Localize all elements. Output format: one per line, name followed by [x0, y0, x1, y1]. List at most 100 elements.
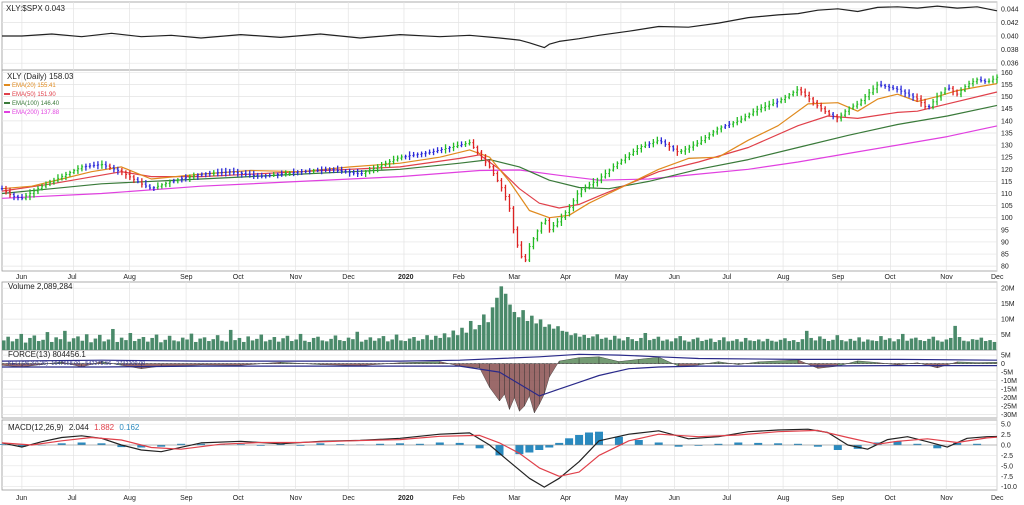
legend-swatch-ema200	[4, 111, 10, 113]
force-area-segment	[539, 363, 545, 405]
force-area-segment	[797, 359, 819, 369]
volume-bar	[255, 338, 259, 350]
volume-bar	[582, 334, 586, 350]
volume-bar	[809, 337, 813, 350]
force-area-segment	[479, 363, 490, 388]
grid-lines	[2, 2, 998, 490]
volume-bar	[207, 341, 211, 350]
y-tick-label: 0.044	[1001, 6, 1019, 13]
x-month-label: Oct	[233, 495, 244, 502]
x-month-label: Apr	[560, 495, 572, 502]
volume-bar	[564, 331, 569, 350]
macd-histogram-bar	[455, 442, 464, 445]
macd-legend: MACD(12,26,9) 2.044 1.882 0.162	[8, 423, 140, 432]
volume-bar	[835, 335, 840, 350]
volume-bar	[50, 341, 54, 350]
volume-bar	[617, 338, 621, 350]
volume-bar	[713, 341, 717, 350]
volume-bar	[198, 338, 202, 350]
volume-bar	[652, 338, 656, 350]
y-tick-label: 15M	[1001, 301, 1015, 308]
y-tick-label: 130	[1001, 143, 1013, 150]
volume-bar	[730, 340, 735, 350]
volume-bar	[89, 342, 93, 350]
macd-histogram-bar	[475, 445, 484, 449]
x-month-label: Oct	[885, 274, 896, 281]
volume-bar	[914, 337, 918, 350]
volume-bar	[346, 337, 351, 350]
volume-bar	[983, 341, 988, 350]
volume-bar	[826, 341, 831, 350]
volume-bar	[538, 319, 543, 350]
macd-histogram-bar	[585, 432, 593, 445]
x-month-label: 2020	[398, 274, 414, 281]
volume-bar	[290, 341, 294, 350]
panel-frames	[1, 1, 998, 491]
volume-bar	[355, 331, 360, 350]
volume-bar	[473, 329, 477, 350]
macd-histogram-bar	[197, 443, 205, 446]
volume-bar	[76, 336, 80, 350]
y-tick-label: 135	[1001, 130, 1013, 137]
volume-bar	[595, 334, 600, 350]
macd-histogram-bar	[435, 442, 444, 445]
volume-bar	[800, 339, 805, 350]
macd-histogram-bar	[236, 444, 245, 445]
macd-histogram-bar	[714, 443, 723, 446]
volume-bar	[722, 337, 726, 350]
y-tick-label: 100	[1001, 215, 1013, 222]
force-area-segment	[399, 361, 440, 364]
volume-bar	[364, 339, 368, 350]
macd-histogram-bar	[813, 445, 822, 447]
volume-bar	[735, 339, 739, 350]
volume-bar	[420, 339, 425, 350]
force-area-segment	[598, 356, 620, 364]
volume-bar	[626, 337, 630, 350]
macd-line	[1, 428, 998, 488]
volume-bar	[586, 337, 591, 350]
volume-bar	[944, 339, 949, 350]
volume-bar	[63, 330, 67, 350]
macd-histogram-bar	[276, 443, 285, 446]
volume-bar	[975, 339, 979, 350]
macd-histogram-bar	[157, 445, 166, 447]
volume-bar	[992, 341, 997, 350]
y-tick-label: 85	[1001, 252, 1009, 259]
volume-bar	[647, 340, 652, 350]
x-month-label: Nov	[940, 274, 953, 281]
x-month-label: Dec	[991, 495, 1004, 502]
volume-bar	[71, 338, 76, 350]
volume-bar	[477, 324, 482, 350]
volume-bar	[844, 341, 848, 350]
y-tick-label: 10M	[1001, 317, 1015, 324]
volume-bar	[988, 340, 992, 350]
volume-bar	[390, 339, 394, 350]
y-tick-label: 155	[1001, 82, 1013, 89]
x-month-label: Jul	[722, 274, 731, 281]
x-month-label: Feb	[453, 274, 465, 281]
force-area-segment	[658, 356, 679, 367]
volume-bar	[351, 339, 355, 350]
volume-bar	[202, 337, 207, 350]
y-tick-label: 5M	[1001, 353, 1011, 360]
macd-histogram-bar	[575, 435, 584, 445]
volume-bar	[338, 340, 342, 350]
volume-bar	[15, 338, 19, 350]
force-area-segment	[544, 363, 550, 395]
x-month-label: Aug	[777, 495, 790, 502]
volume-bar	[93, 338, 98, 350]
macd-histogram-bar	[634, 440, 643, 445]
volume-bar	[656, 336, 661, 350]
x-month-label: Jul	[68, 274, 77, 281]
x-month-label: Jun	[669, 495, 680, 502]
volume-bar	[98, 334, 102, 350]
volume-bar	[569, 335, 573, 350]
x-month-label: Jun	[16, 274, 27, 281]
volume-bar	[743, 337, 748, 350]
volume-bar	[630, 339, 634, 350]
volume-bar	[870, 340, 874, 350]
force-area-segment	[529, 363, 535, 413]
volume-bar	[905, 340, 909, 350]
volume-bar	[194, 341, 198, 350]
volume-bar	[333, 335, 338, 350]
